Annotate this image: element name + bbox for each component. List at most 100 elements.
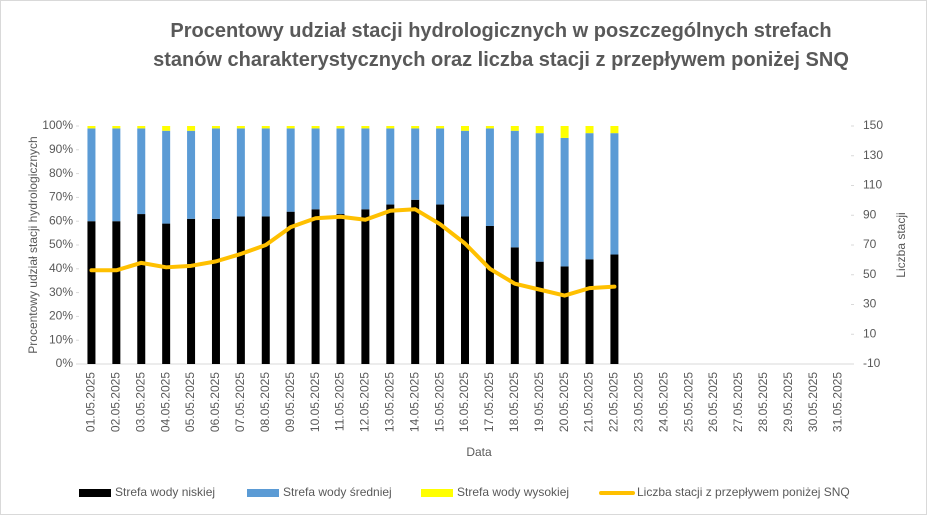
bar-segment [162, 130, 171, 224]
x-tick-label: 06.05.2025 [208, 372, 222, 432]
bar-segment [261, 216, 270, 364]
x-axis-label: Data [466, 445, 492, 459]
y-tick-label: 10% [49, 332, 73, 346]
x-tick-label: 15.05.2025 [432, 372, 446, 432]
y2-tick-label: 90 [863, 207, 877, 221]
bar-segment [336, 126, 345, 129]
y2-axis-label: Liczba stacji [894, 212, 908, 277]
bar-segment [261, 126, 270, 129]
x-tick-label: 01.05.2025 [84, 372, 98, 432]
y-tick-label: 100% [42, 118, 73, 132]
y2-tick-label: 50 [863, 267, 877, 281]
y-tick-label: 0% [56, 356, 74, 370]
bar-segment [485, 225, 494, 364]
x-tick-label: 20.05.2025 [557, 372, 571, 432]
bar-segment [510, 126, 519, 131]
y-tick-label: 70% [49, 190, 73, 204]
bar-segment [436, 204, 445, 364]
bar-segment [560, 266, 569, 364]
chart-title: Procentowy udział stacji hydrologicznych… [153, 20, 849, 71]
bar-segment [386, 126, 395, 129]
bar-segment [137, 214, 146, 364]
line-series [89, 207, 617, 298]
bar-segment [286, 126, 295, 129]
x-tick-label: 05.05.2025 [183, 372, 197, 432]
bar-segment [137, 126, 146, 129]
bar-segment [361, 209, 370, 364]
x-tick-label: 09.05.2025 [283, 372, 297, 432]
y2-tick-label: 150 [863, 118, 883, 132]
x-tick-label: 04.05.2025 [158, 372, 172, 432]
y2-tick-label: -10 [863, 356, 881, 370]
y-tick-label: 90% [49, 142, 73, 156]
bar-segment [485, 126, 494, 129]
bar-segment [585, 126, 594, 134]
bar-segment [336, 214, 345, 364]
legend-label: Strefa wody średniej [283, 485, 392, 499]
bar-segment [610, 254, 619, 364]
bar-segment [535, 261, 544, 364]
x-tick-label: 11.05.2025 [333, 372, 347, 431]
y-axis-label: Procentowy udział stacji hydrologicznych [26, 136, 40, 353]
y-tick-label: 40% [49, 261, 73, 275]
bar-segment [162, 223, 171, 364]
bar-segment [211, 126, 220, 129]
y2-tick-label: 130 [863, 148, 883, 162]
bar-segment [286, 211, 295, 364]
bar-segment [286, 128, 295, 212]
bar-segment [436, 126, 445, 129]
x-tick-label: 28.05.2025 [756, 372, 770, 432]
bar-segment [211, 128, 220, 219]
x-tick-label: 10.05.2025 [308, 372, 322, 432]
x-tick-label: 24.05.2025 [656, 372, 670, 432]
bar-segment [137, 128, 146, 215]
bar-segment [87, 128, 96, 222]
bar-segment [510, 247, 519, 364]
x-tick-label: 30.05.2025 [806, 372, 820, 432]
bar-segment [585, 133, 594, 260]
y2-tick-label: 10 [863, 326, 877, 340]
x-tick-label: 19.05.2025 [532, 372, 546, 432]
bar-segment [236, 216, 245, 364]
legend-swatch [79, 489, 111, 497]
bar-segment [461, 126, 469, 131]
y-tick-label: 60% [49, 213, 73, 227]
legend-swatch [247, 489, 279, 497]
legend-swatch [421, 489, 453, 497]
y2-tick-label: 30 [863, 297, 877, 311]
x-tick-label: 18.05.2025 [507, 372, 521, 432]
x-tick-label: 03.05.2025 [133, 372, 147, 432]
bar-segment [411, 199, 420, 364]
x-tick-label: 31.05.2025 [831, 372, 845, 432]
bar-segment [560, 137, 569, 267]
bar-segment [386, 204, 395, 364]
y-tick-label: 50% [49, 237, 73, 251]
bar-segment [236, 128, 245, 217]
bar-segment [311, 209, 320, 364]
x-tick-label: 29.05.2025 [781, 372, 795, 432]
bar-segment [585, 259, 594, 364]
y2-tick-label: 110 [863, 178, 882, 192]
bar-segment [187, 130, 196, 219]
bar-segment [112, 126, 121, 129]
bar-segment [261, 128, 270, 217]
bar-segment [311, 126, 320, 129]
bar-segment [485, 128, 494, 226]
y-tick-label: 20% [49, 309, 73, 323]
bar-segment [411, 126, 420, 129]
bar-segment [211, 218, 220, 364]
x-tick-label: 13.05.2025 [382, 372, 396, 432]
x-tick-label: 08.05.2025 [258, 372, 272, 432]
bar-segment [87, 221, 96, 364]
bar-segment [560, 126, 569, 138]
x-tick-label: 12.05.2025 [358, 372, 372, 432]
legend-label: Liczba stacji z przepływem poniżej SNQ [637, 485, 850, 499]
bar-segment [610, 126, 619, 134]
x-tick-label: 14.05.2025 [407, 372, 421, 432]
x-tick-label: 07.05.2025 [233, 372, 247, 432]
y2-tick-label: 70 [863, 237, 877, 251]
bar-segment [411, 128, 420, 200]
x-tick-label: 25.05.2025 [681, 372, 695, 432]
